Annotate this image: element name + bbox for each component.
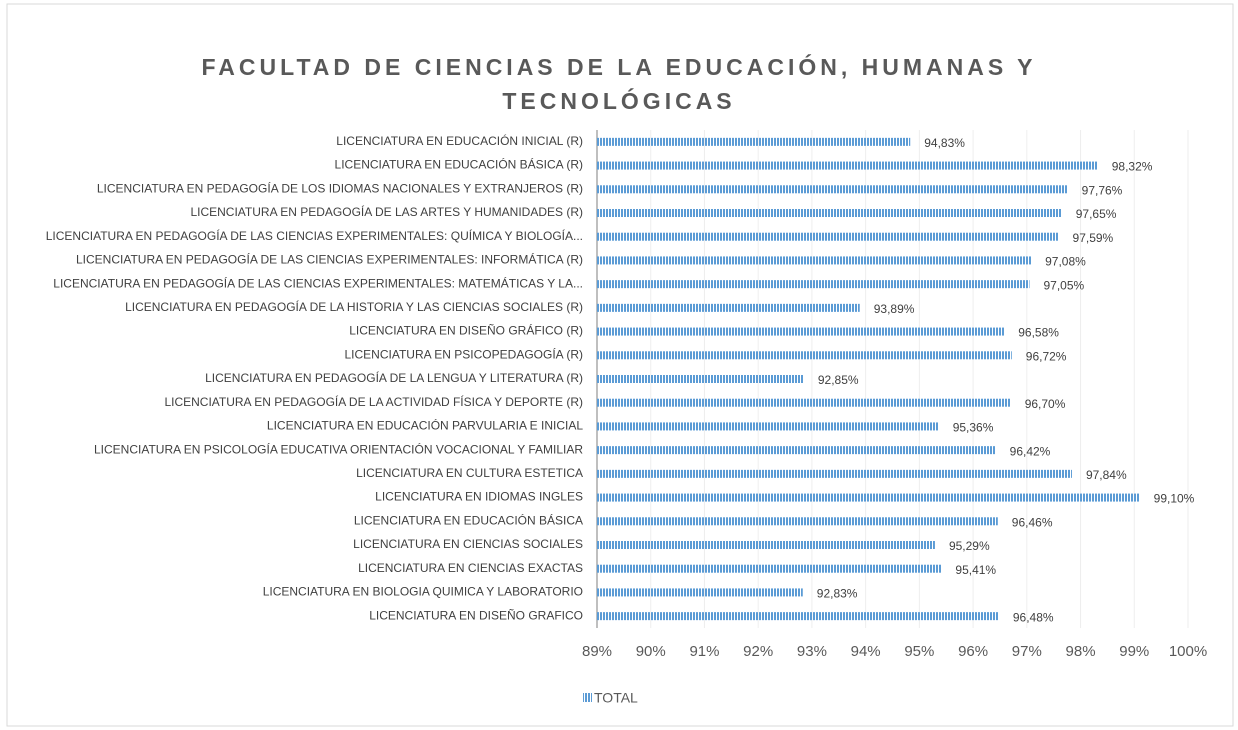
bar (597, 375, 804, 383)
bar (597, 161, 1098, 170)
y-tick-label: LICENCIATURA EN CULTURA ESTETICA (356, 466, 583, 480)
bar (597, 517, 998, 526)
bar (597, 422, 939, 431)
chart-border (6, 3, 1234, 727)
data-label: 99,10% (1154, 492, 1195, 506)
data-label: 96,72% (1026, 349, 1067, 363)
data-label: 96,48% (1013, 610, 1054, 624)
data-label: 97,59% (1073, 231, 1114, 245)
y-tick-label: LICENCIATURA EN PEDAGOGÍA DE LAS ARTES Y… (190, 204, 583, 219)
bar (597, 351, 1012, 360)
data-label: 96,46% (1012, 515, 1053, 529)
bar (597, 446, 996, 455)
y-tick-label: LICENCIATURA EN CIENCIAS SOCIALES (353, 537, 583, 551)
data-label: 92,85% (818, 373, 859, 387)
bar (597, 256, 1032, 265)
data-label: 97,84% (1086, 468, 1127, 482)
y-tick-label: LICENCIATURA EN PSICOPEDAGOGÍA (R) (345, 346, 584, 361)
y-tick-label: LICENCIATURA EN PEDAGOGÍA DE LA ACTIVIDA… (164, 394, 583, 409)
y-tick-label: LICENCIATURA EN EDUCACIÓN BÁSICA (R) (335, 157, 583, 172)
y-tick-label: LICENCIATURA EN CIENCIAS EXACTAS (358, 561, 583, 575)
bar (597, 541, 935, 549)
y-tick-label: LICENCIATURA EN PEDAGOGÍA DE LA HISTORIA… (125, 299, 583, 314)
x-tick-label: 91% (689, 643, 719, 660)
y-tick-label: LICENCIATURA EN EDUCACIÓN INICIAL (R) (336, 133, 583, 148)
data-label: 92,83% (817, 587, 858, 601)
y-tick-label: LICENCIATURA EN EDUCACIÓN PARVULARIA E I… (267, 418, 583, 433)
legend-swatch (583, 693, 592, 702)
data-label: 97,76% (1082, 183, 1123, 197)
x-tick-label: 95% (904, 643, 934, 660)
bar (597, 232, 1059, 241)
x-tick-label: 90% (636, 643, 666, 660)
bar (597, 185, 1068, 194)
y-tick-label: LICENCIATURA EN DISEÑO GRÁFICO (R) (349, 323, 583, 338)
bar (597, 493, 1140, 502)
y-tick-label: LICENCIATURA EN PSICOLOGÍA EDUCATIVA ORI… (94, 441, 583, 456)
data-label: 93,89% (874, 302, 915, 316)
bar (597, 588, 803, 597)
x-tick-label: 89% (582, 643, 612, 660)
x-tick-label: 100% (1169, 643, 1207, 660)
y-tick-label: LICENCIATURA EN EDUCACIÓN BÁSICA (354, 512, 583, 527)
y-tick-label: LICENCIATURA EN PEDAGOGÍA DE LOS IDIOMAS… (97, 180, 583, 195)
x-tick-label: 93% (797, 643, 827, 660)
legend-label: TOTAL (594, 690, 638, 706)
y-tick-label: LICENCIATURA EN PEDAGOGÍA DE LAS CIENCIA… (76, 252, 583, 267)
bar (597, 209, 1062, 217)
data-label: 95,41% (955, 563, 996, 577)
y-tick-label: LICENCIATURA EN IDIOMAS INGLES (375, 490, 583, 504)
bar (597, 398, 1011, 407)
x-tick-label: 98% (1066, 643, 1096, 660)
data-label: 96,42% (1010, 444, 1051, 458)
y-tick-label: LICENCIATURA EN PEDAGOGÍA DE LAS CIENCIA… (53, 275, 583, 290)
data-label: 96,58% (1018, 326, 1059, 340)
data-label: 98,32% (1112, 160, 1153, 174)
bar (597, 280, 1030, 289)
bar (597, 469, 1072, 478)
chart-title: FACULTAD DE CIENCIAS DE LA EDUCACIÓN, HU… (201, 54, 1037, 114)
data-label: 94,83% (924, 136, 965, 150)
x-tick-label: 99% (1119, 643, 1149, 660)
y-tick-label: LICENCIATURA EN DISEÑO GRAFICO (369, 608, 583, 622)
bar (597, 137, 911, 146)
data-label: 97,08% (1045, 255, 1086, 269)
y-tick-label: LICENCIATURA EN PEDAGOGÍA DE LA LENGUA Y… (205, 370, 583, 385)
y-tick-label: LICENCIATURA EN BIOLOGIA QUIMICA Y LABOR… (263, 585, 583, 599)
data-label: 97,65% (1076, 207, 1117, 221)
bar (597, 564, 942, 573)
data-label: 96,70% (1025, 397, 1066, 411)
bar (597, 612, 999, 621)
x-tick-label: 96% (958, 643, 988, 660)
y-tick-label: LICENCIATURA EN PEDAGOGÍA DE LAS CIENCIA… (46, 228, 583, 243)
x-tick-label: 92% (743, 643, 773, 660)
bar (597, 327, 1005, 336)
data-label: 97,05% (1044, 278, 1085, 292)
data-label: 95,36% (953, 421, 994, 435)
x-tick-label: 97% (1012, 643, 1042, 660)
bar (597, 303, 860, 312)
x-tick-label: 94% (851, 643, 881, 660)
data-label: 95,29% (949, 539, 990, 553)
